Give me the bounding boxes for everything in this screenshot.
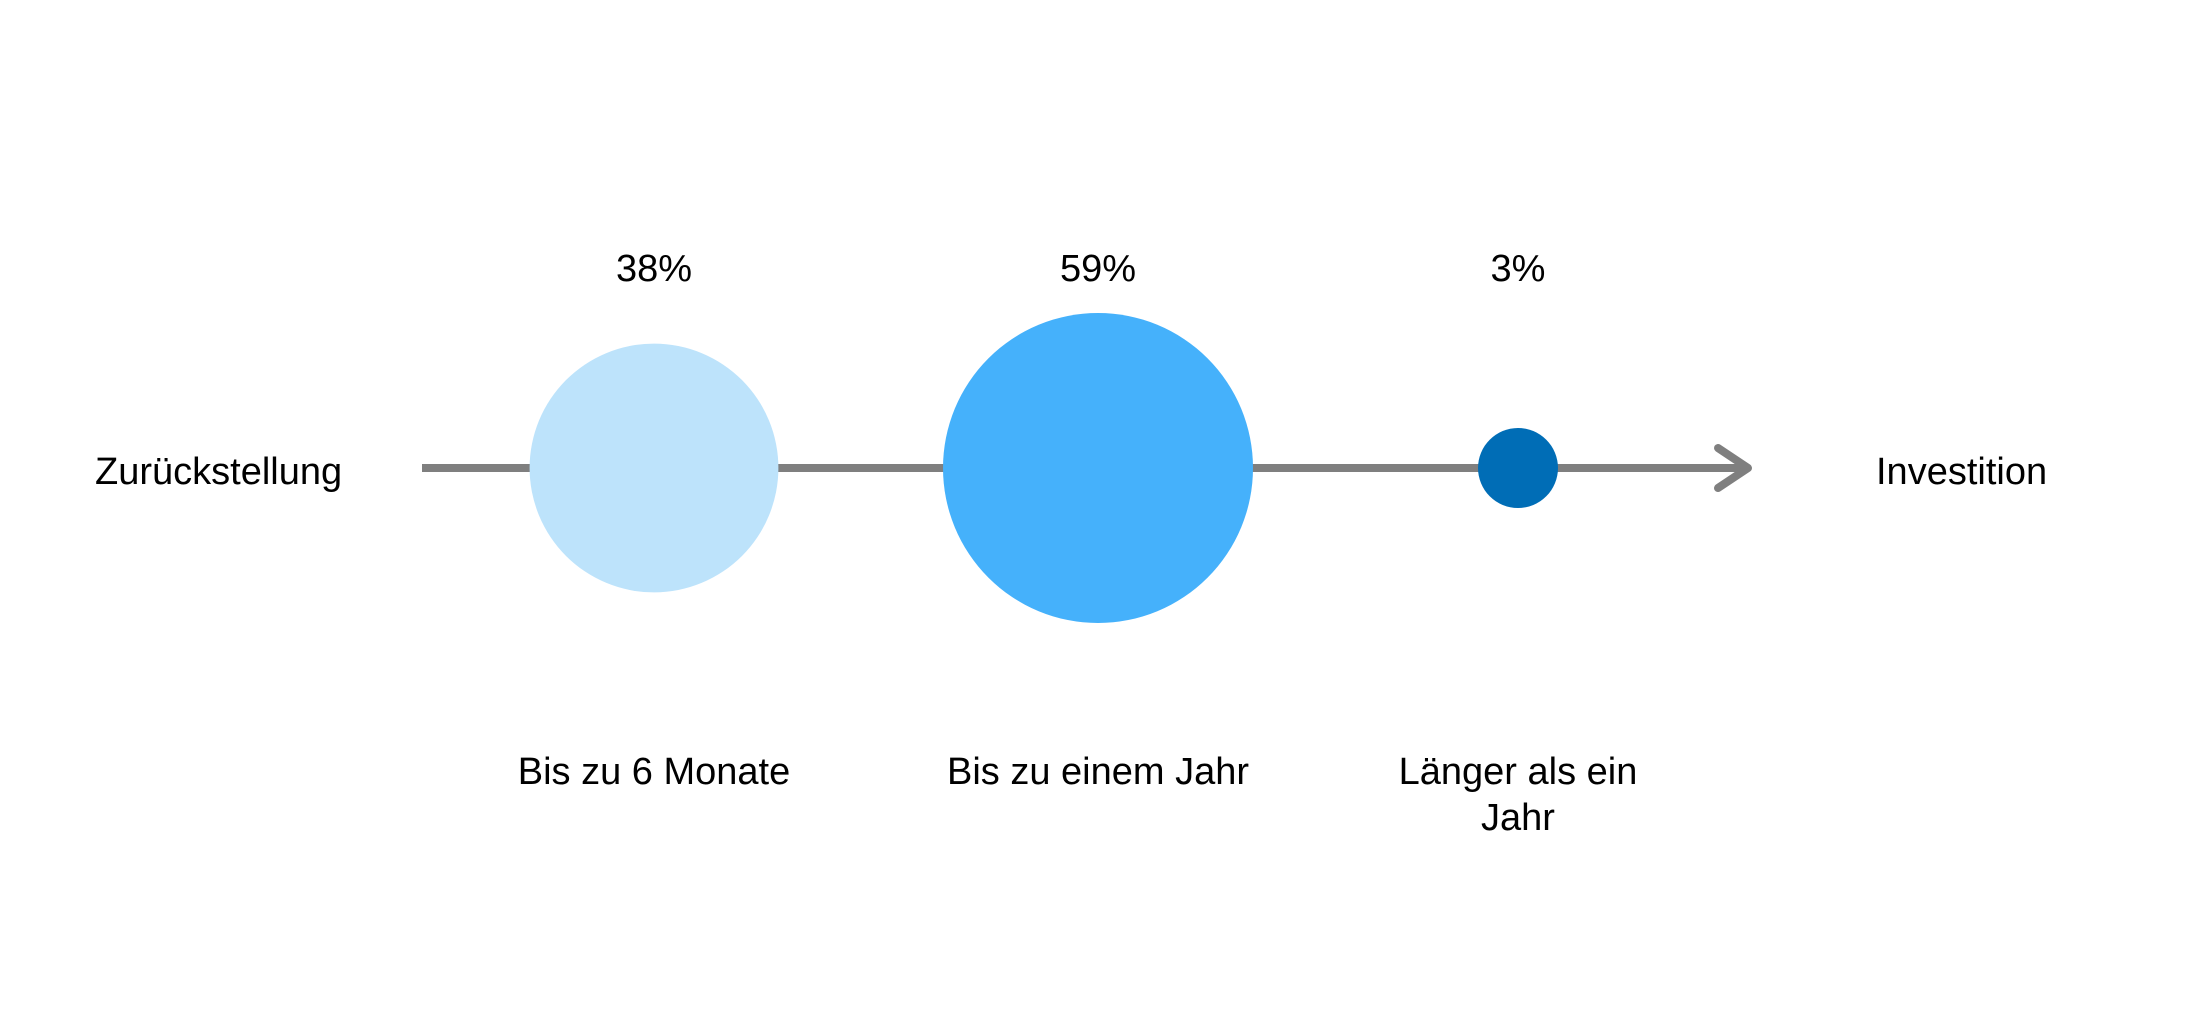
value-label-3: 3%: [1491, 248, 1546, 290]
bubble-3: [1478, 428, 1558, 508]
label-layer: Zurückstellung Investition 38% Bis zu 6 M…: [95, 248, 2047, 839]
category-label-1: Bis zu 6 Monate: [518, 751, 790, 793]
axis-end-label: Investition: [1876, 451, 2047, 493]
value-label-2: 59%: [1060, 248, 1136, 290]
value-label-1: 38%: [616, 248, 692, 290]
axis-start-label: Zurückstellung: [95, 451, 342, 493]
category-label-3-line-2: Jahr: [1481, 797, 1555, 839]
bubble-1: [529, 343, 779, 593]
bubble-2: [943, 313, 1253, 623]
bubble-layer: [529, 313, 1558, 623]
category-label-2: Bis zu einem Jahr: [947, 751, 1249, 793]
category-label-3-line-1: Länger als ein: [1399, 751, 1638, 793]
timeline-arrow-head: [1714, 444, 1752, 492]
